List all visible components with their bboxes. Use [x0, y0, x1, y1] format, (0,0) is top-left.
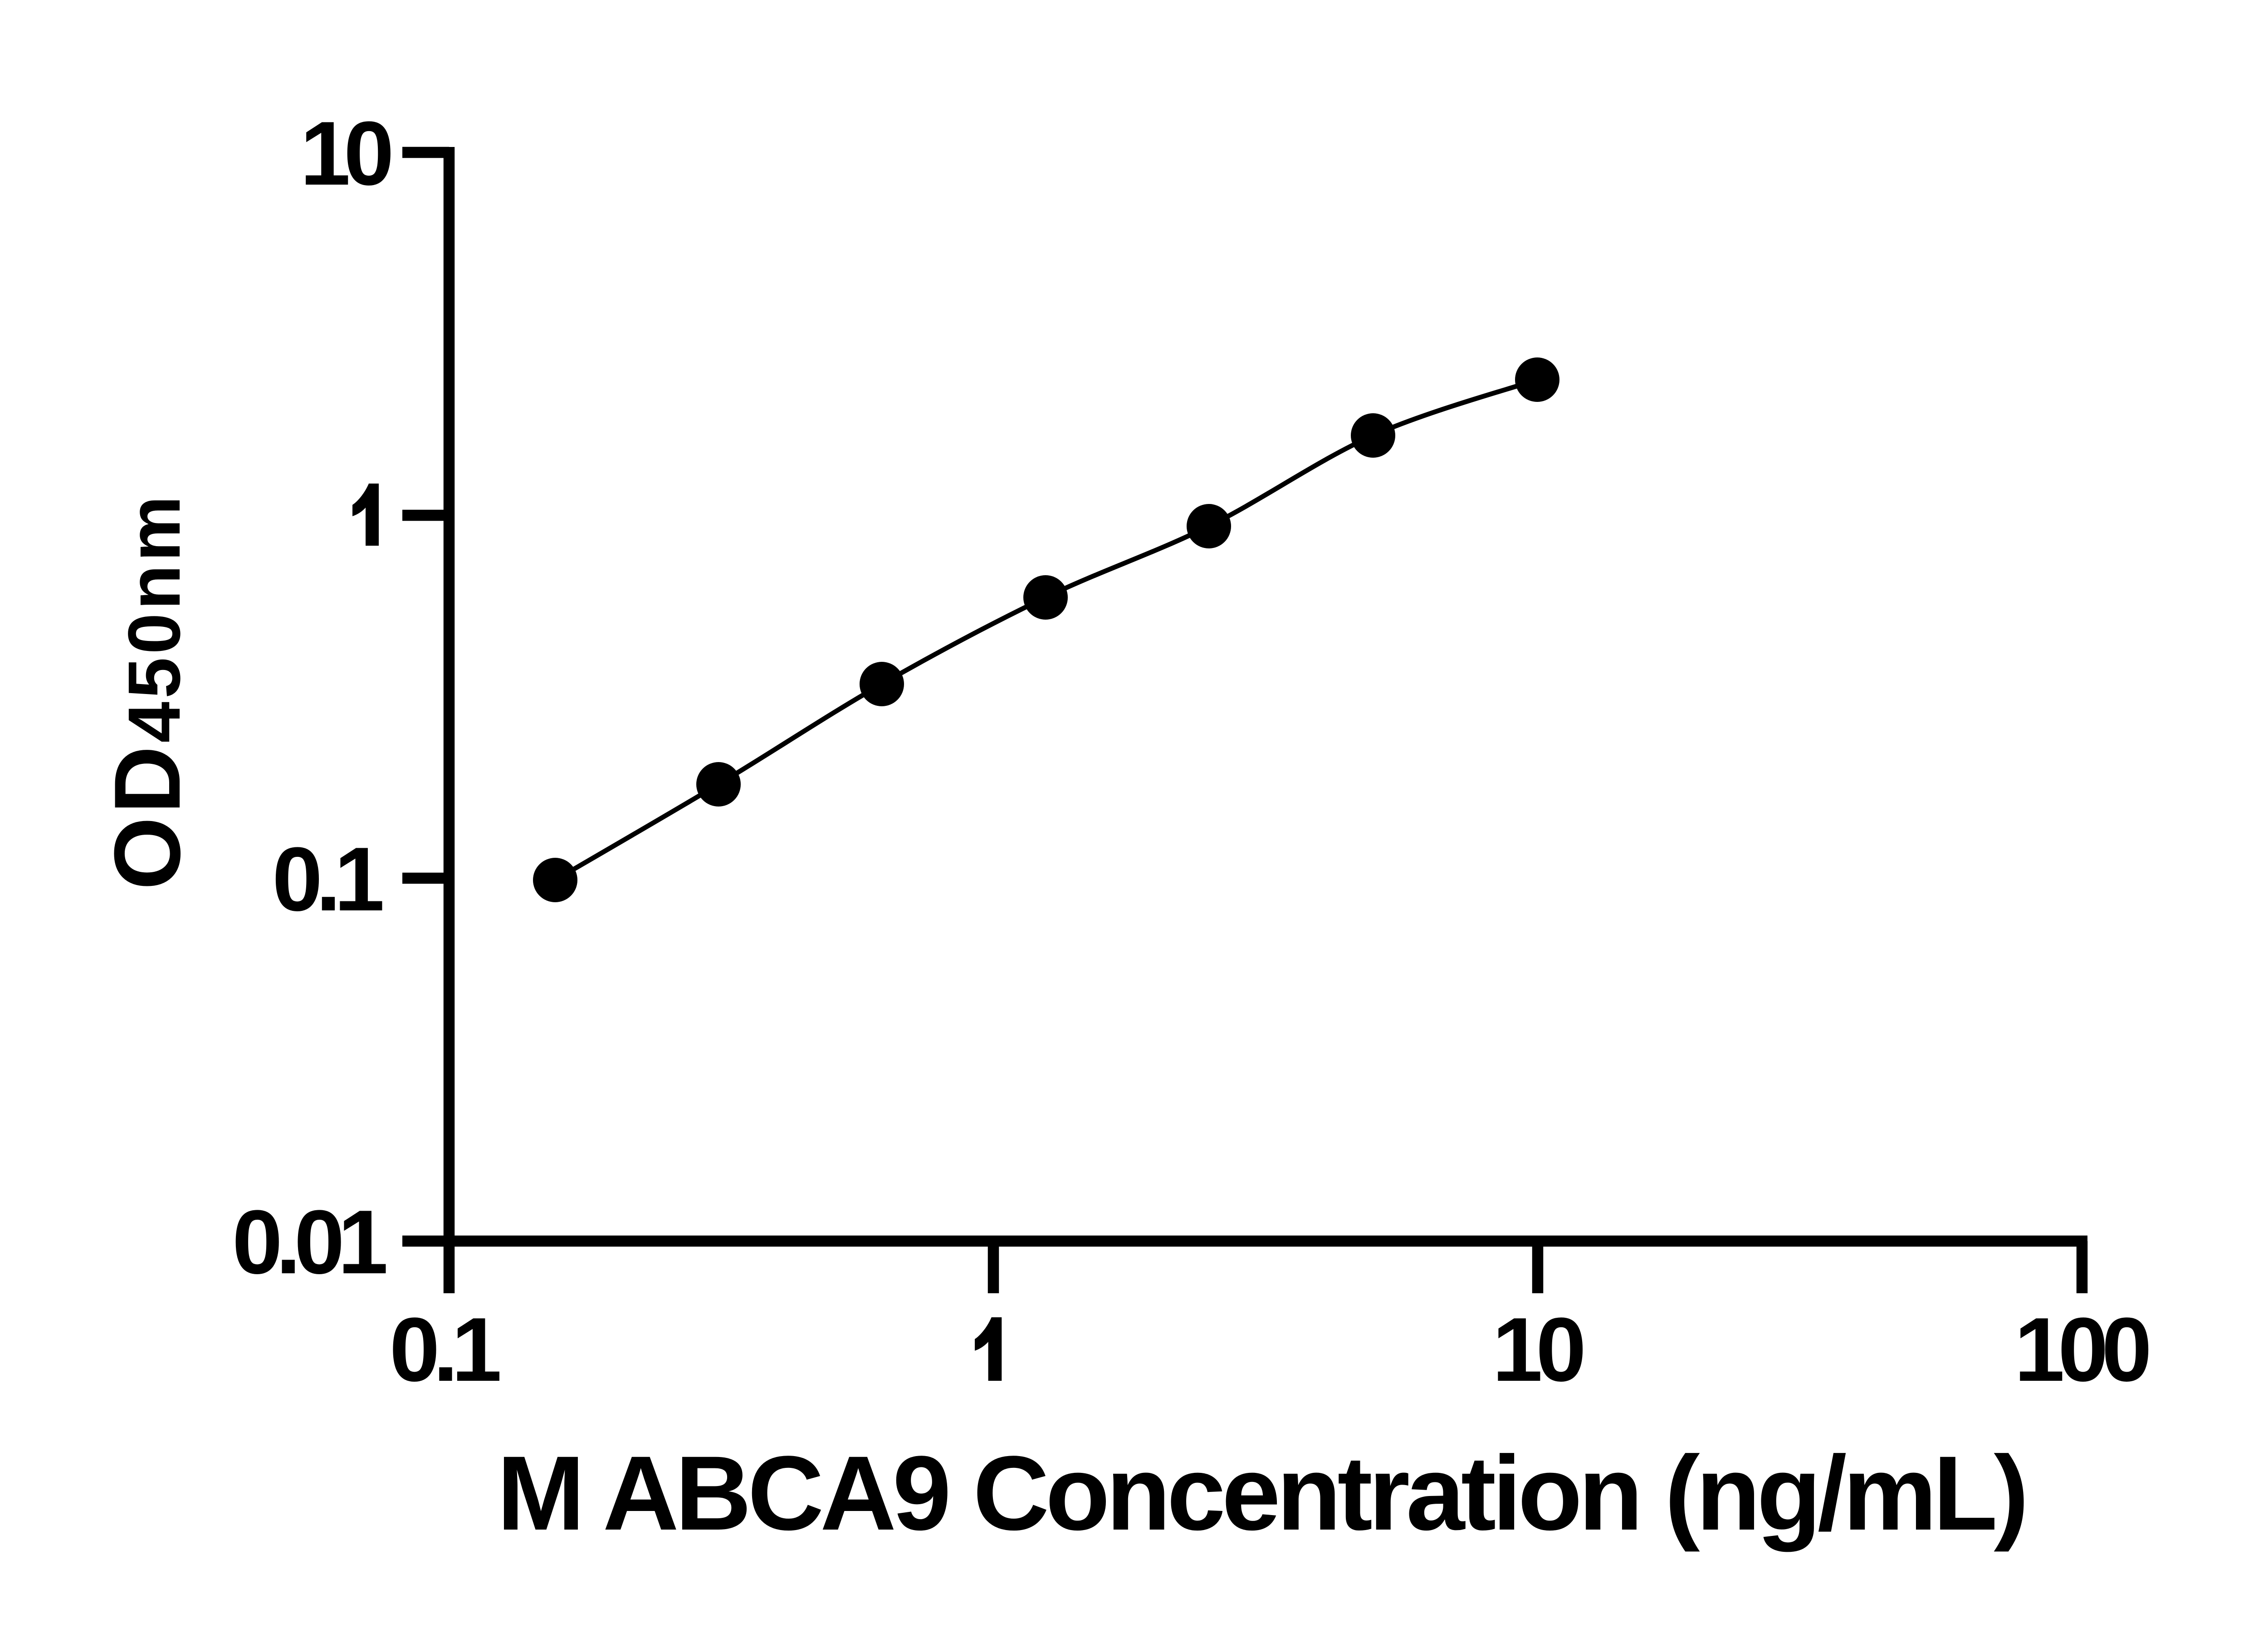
- svg-text:0.1: 0.1: [389, 1299, 499, 1400]
- svg-text:100: 100: [2014, 1299, 2149, 1400]
- svg-text:10: 10: [1492, 1299, 1583, 1400]
- svg-text:0.1: 0.1: [272, 829, 382, 930]
- svg-text:OD450nm: OD450nm: [95, 493, 200, 890]
- svg-text:0.01: 0.01: [232, 1192, 386, 1293]
- svg-text:10: 10: [300, 103, 391, 204]
- svg-text:M ABCA9 Concentration (ng/mL): M ABCA9 Concentration (ng/mL): [497, 1434, 2025, 1552]
